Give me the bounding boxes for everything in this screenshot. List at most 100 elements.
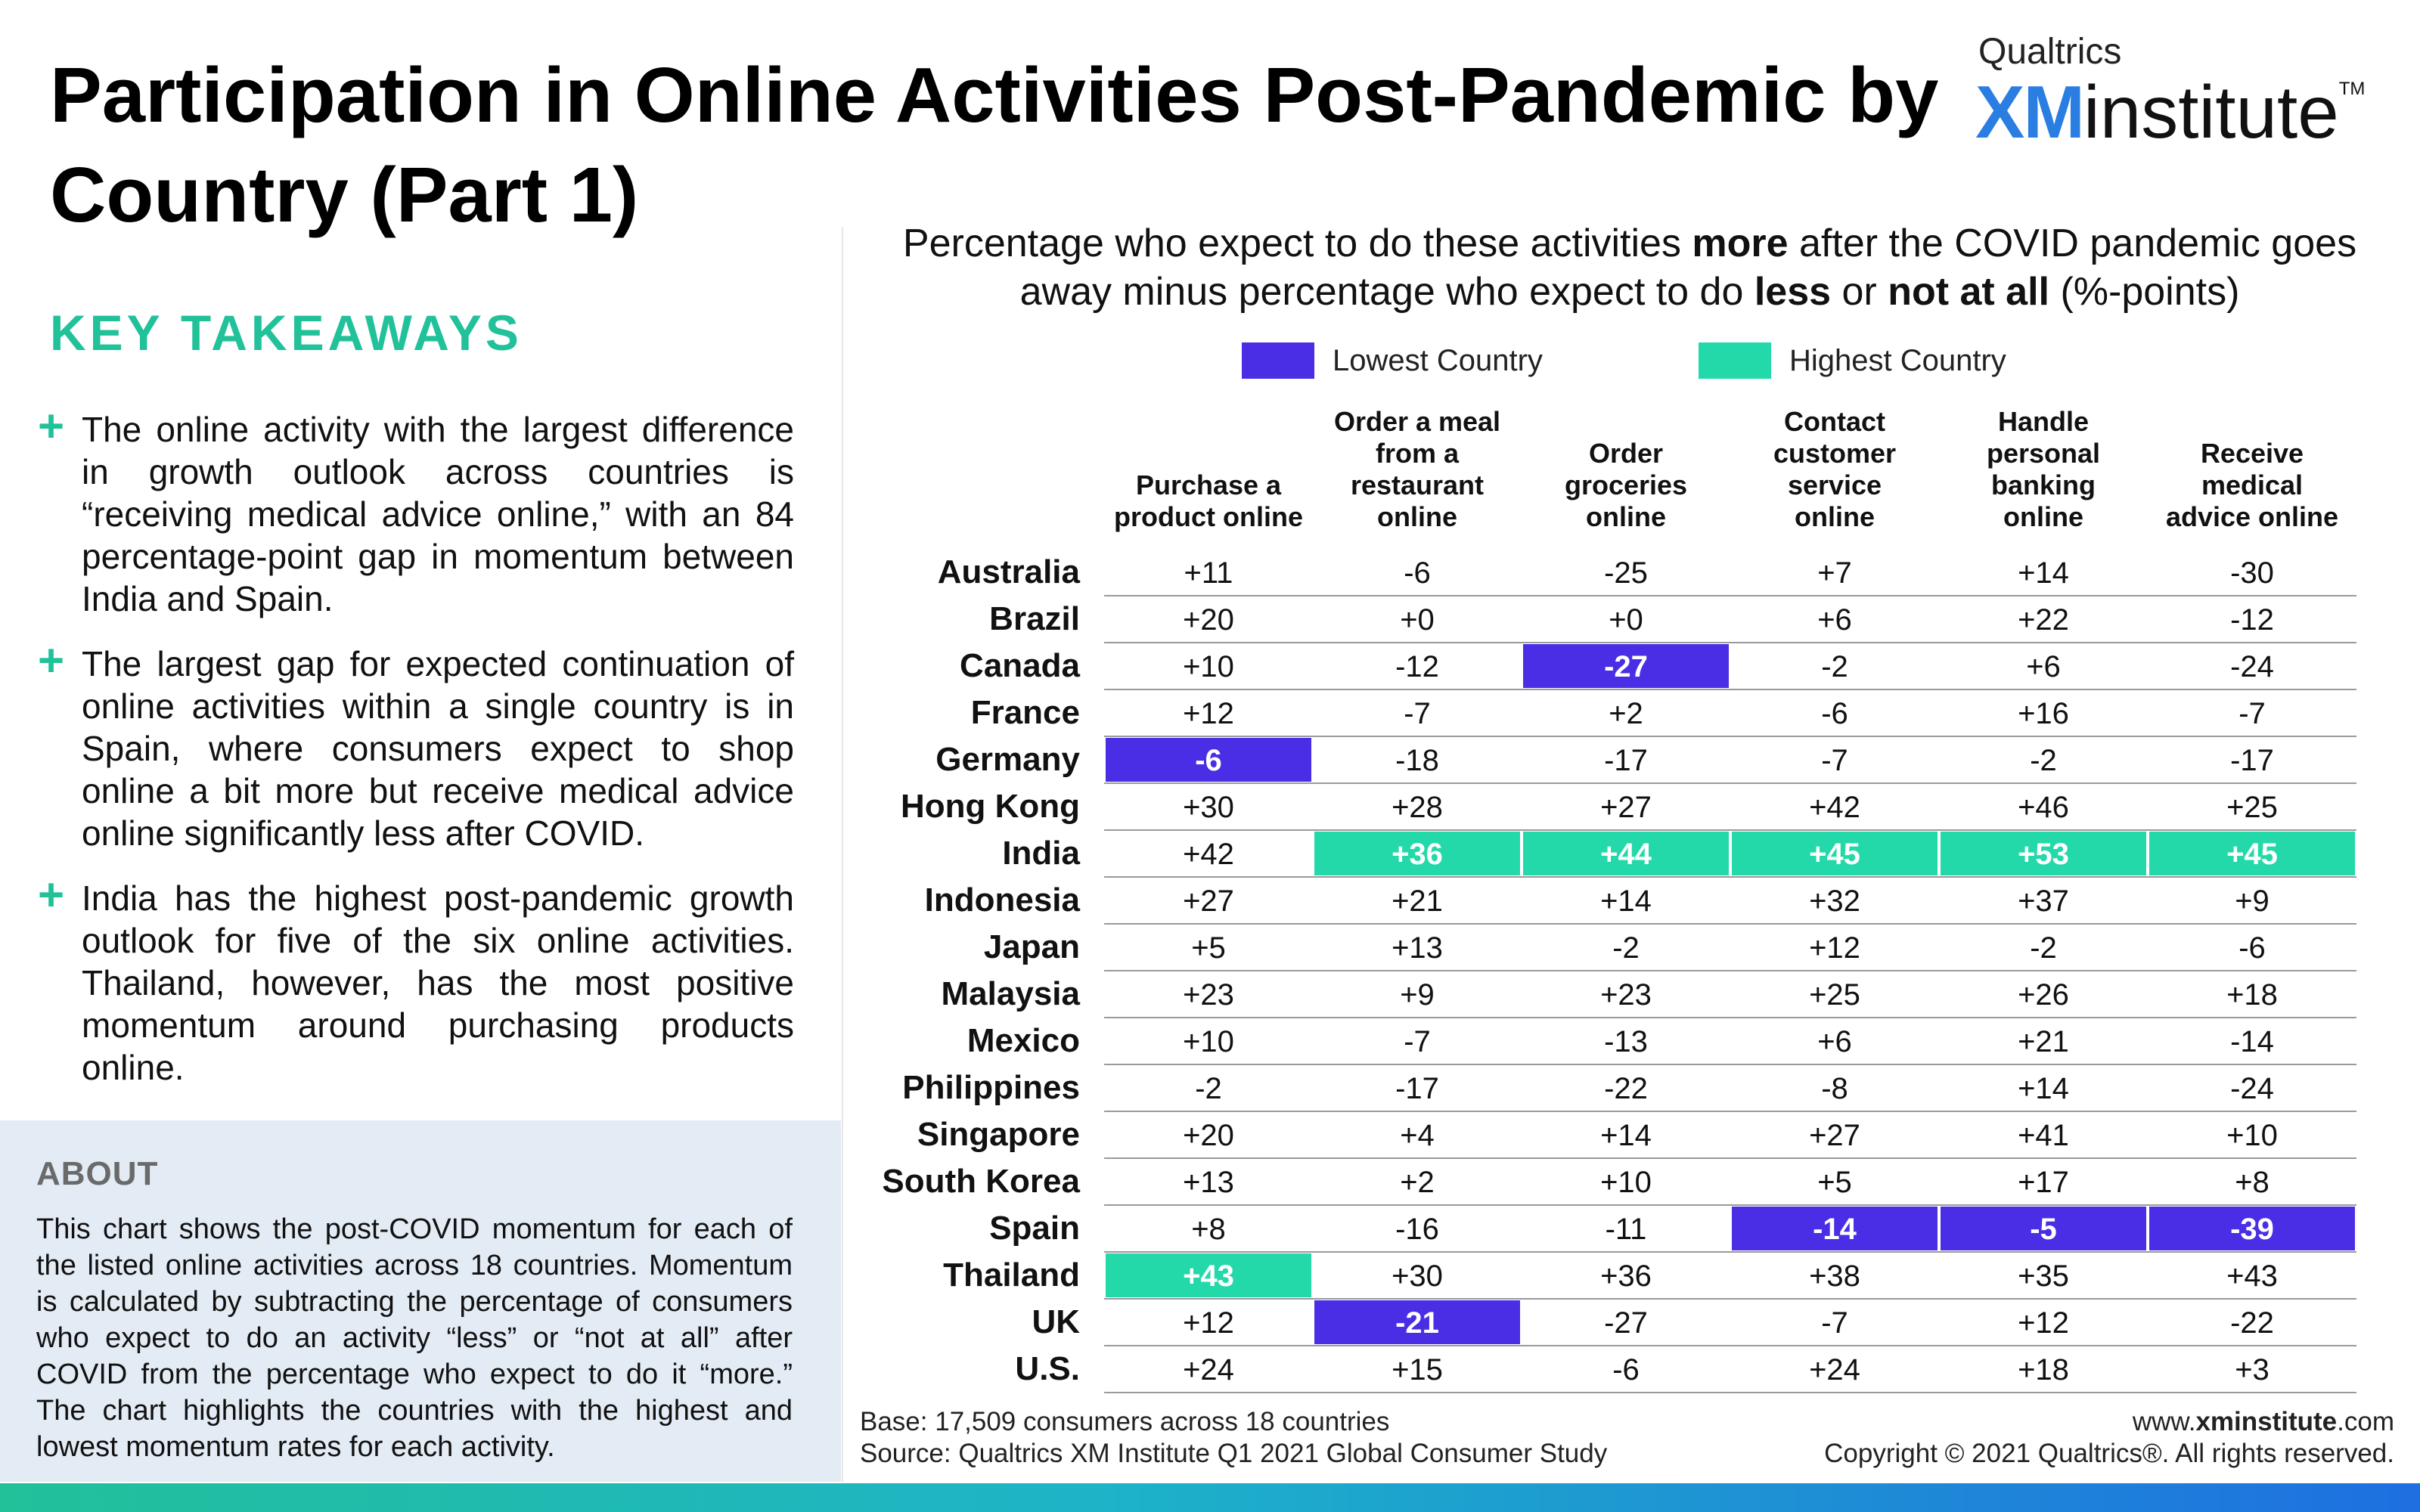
value-cell: +11 — [1184, 556, 1233, 590]
value-cell: +20 — [1183, 603, 1234, 637]
value-cell: -7 — [1821, 1306, 1848, 1340]
value-cell: +25 — [2226, 791, 2278, 824]
brand-institute-text: institute — [2083, 70, 2339, 153]
value-cell: -7 — [2238, 697, 2266, 730]
lowest-highlight-cell — [1941, 1207, 2146, 1250]
country-label: Indonesia — [925, 881, 1081, 919]
value-cell: -13 — [1604, 1025, 1648, 1058]
column-header-line: medical — [2201, 469, 2303, 500]
column-header-line: Contact — [1784, 406, 1885, 437]
highest-highlight-cell — [1106, 1253, 1311, 1297]
country-label: Thailand — [943, 1256, 1080, 1294]
column-header-line: online — [1586, 501, 1666, 532]
value-cell: +18 — [2018, 1353, 2069, 1387]
value-cell: +41 — [2018, 1119, 2069, 1152]
value-cell: +42 — [1809, 791, 1860, 824]
value-cell: +4 — [1400, 1119, 1435, 1152]
column-header: Contact customer service online — [1773, 406, 1896, 532]
value-cell: +6 — [1817, 603, 1852, 637]
value-cell: +21 — [1392, 885, 1443, 918]
takeaway-item: + The online activity with the largest di… — [38, 401, 794, 620]
copyright-note: Copyright © 2021 Qualtrics®. All rights … — [1824, 1439, 2394, 1468]
legend-lowest: Lowest Country — [1242, 342, 1543, 380]
value-cell: -39 — [2230, 1213, 2274, 1246]
value-cell: +14 — [1600, 1119, 1652, 1152]
takeaway-text: India has the highest post-pandemic grow… — [82, 878, 794, 1087]
website-suffix: .com — [2337, 1407, 2394, 1436]
page-title: Participation in Online Activities Post-… — [50, 51, 1939, 238]
value-cell: +2 — [1609, 697, 1643, 730]
plus-icon: + — [38, 401, 65, 451]
value-cell: +6 — [2026, 650, 2061, 683]
value-cell: +44 — [1600, 838, 1652, 871]
bottom-gradient-bar — [0, 1483, 2420, 1512]
column-header-line: personal — [1987, 438, 2100, 469]
lowest-highlight-cell — [1314, 1300, 1520, 1344]
value-cell: -22 — [1604, 1072, 1648, 1105]
column-header-line: from a — [1376, 438, 1460, 469]
value-cell: +14 — [1600, 885, 1652, 918]
value-cell: -7 — [1821, 744, 1848, 777]
value-cell: +0 — [1400, 603, 1435, 637]
value-cell: +18 — [2226, 978, 2278, 1012]
value-cell: +12 — [1809, 931, 1860, 965]
value-cell: +38 — [1809, 1259, 1860, 1293]
key-takeaways-list: + The online activity with the largest di… — [38, 401, 794, 1111]
value-cell: -27 — [1604, 650, 1648, 683]
source-note: Source: Qualtrics XM Institute Q1 2021 G… — [860, 1439, 1608, 1468]
value-cell: -2 — [1195, 1072, 1222, 1105]
value-cell: +42 — [1183, 838, 1234, 871]
value-cell: +0 — [1609, 603, 1643, 637]
value-cell: -17 — [1604, 744, 1648, 777]
value-cell: -7 — [1404, 1025, 1431, 1058]
value-cell: -16 — [1395, 1213, 1439, 1246]
column-header-line: Handle — [1998, 406, 2089, 437]
value-cell: +12 — [1183, 1306, 1234, 1340]
column-header-line: online — [2003, 501, 2083, 532]
column-header-line: online — [1377, 501, 1457, 532]
website-link[interactable]: www.xminstitute.com — [1824, 1406, 2394, 1438]
country-label: Japan — [984, 928, 1080, 965]
column-header: Receive medical advice online — [2166, 438, 2338, 532]
value-cell: +30 — [1392, 1259, 1443, 1293]
footer-notes: Base: 17,509 consumers across 18 countri… — [860, 1406, 1607, 1470]
value-cell: +20 — [1183, 1119, 1234, 1152]
lowest-highlight-cell — [1523, 644, 1729, 688]
country-label: India — [1002, 835, 1080, 872]
key-takeaways-heading: KEY TAKEAWAYS — [50, 305, 523, 361]
value-cell: -6 — [1404, 556, 1431, 590]
value-cell: +13 — [1392, 931, 1443, 965]
column-header-line: service — [1788, 469, 1882, 500]
highest-highlight-cell — [1941, 832, 2146, 875]
value-cell: +8 — [2235, 1166, 2270, 1199]
subtitle-text: or — [1831, 270, 1888, 314]
column-header-line: online — [1795, 501, 1875, 532]
column-header: Purchase a product online — [1114, 469, 1303, 532]
value-cell: +12 — [2018, 1306, 2069, 1340]
value-cell: -18 — [1395, 744, 1439, 777]
column-header-line: customer — [1773, 438, 1896, 469]
country-label: U.S. — [1015, 1350, 1080, 1387]
value-cell: +45 — [1809, 838, 1860, 871]
country-label: UK — [1032, 1303, 1080, 1340]
lowest-highlight-cell — [1106, 738, 1311, 782]
value-cell: +16 — [2018, 697, 2069, 730]
value-cell: +10 — [1183, 1025, 1234, 1058]
value-cell: +21 — [2018, 1025, 2069, 1058]
value-cell: +14 — [2018, 1072, 2069, 1105]
country-label: France — [971, 694, 1080, 731]
about-body: This chart shows the post-COVID momentum… — [36, 1213, 793, 1463]
value-cell: +43 — [1183, 1259, 1234, 1293]
takeaway-item: + The largest gap for expected continuati… — [38, 638, 794, 854]
value-cell: +14 — [2018, 556, 2069, 590]
column-header: Order a meal from a restaurant online — [1334, 406, 1500, 532]
value-cell: +35 — [2018, 1259, 2069, 1293]
country-label: Australia — [938, 553, 1081, 590]
value-cell: +3 — [2235, 1353, 2270, 1387]
legend-lowest-swatch — [1242, 342, 1314, 379]
value-cell: -27 — [1604, 1306, 1648, 1340]
value-cell: -22 — [2230, 1306, 2274, 1340]
country-label: Malaysia — [942, 975, 1081, 1012]
base-note: Base: 17,509 consumers across 18 countri… — [860, 1407, 1390, 1436]
value-cell: -2 — [1821, 650, 1848, 683]
